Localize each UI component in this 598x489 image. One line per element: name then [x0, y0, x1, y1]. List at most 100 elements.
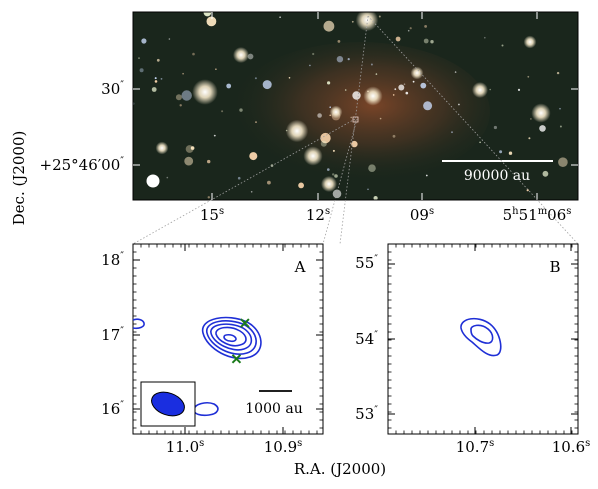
star	[298, 182, 304, 189]
star	[508, 151, 513, 155]
star	[138, 57, 140, 59]
star	[184, 156, 194, 166]
star	[279, 16, 281, 19]
star	[398, 84, 405, 91]
panel-b-y-tick-label: 53″	[355, 405, 378, 423]
star	[558, 157, 568, 167]
star	[203, 12, 212, 17]
star	[378, 15, 381, 18]
top-y-tick-label: +25°46′00″	[40, 156, 125, 174]
top-x-tick-label: 12s	[306, 206, 330, 224]
nebula-glow	[230, 42, 490, 182]
star	[407, 29, 410, 32]
star	[247, 53, 254, 60]
panel-b-y-tick-label: 54″	[355, 330, 378, 348]
panel-a-x-tick-label: 11.0s	[166, 438, 205, 456]
zoom-guides	[132, 15, 579, 245]
star	[493, 125, 497, 130]
bright-star	[303, 146, 323, 166]
panel-b-x-tick-label: 10.7s	[456, 438, 495, 456]
star	[239, 108, 243, 112]
star	[254, 77, 257, 80]
star	[394, 88, 397, 91]
bright-star	[531, 103, 551, 123]
star	[336, 56, 344, 63]
top-y-tick-label: 30″	[101, 80, 124, 98]
top-panel-ticks	[133, 12, 578, 200]
star	[501, 44, 504, 47]
contour-level	[202, 316, 262, 360]
star	[344, 89, 347, 91]
panel-a-label: A	[294, 258, 306, 276]
star	[370, 63, 373, 66]
panel-b-ticks	[388, 244, 578, 434]
star	[351, 20, 354, 23]
star	[458, 103, 460, 106]
star	[409, 27, 412, 30]
star	[329, 106, 332, 108]
panel-a-scalebar-label: 1000 au	[245, 401, 302, 417]
contour-level	[215, 326, 247, 347]
cross-stroke	[231, 354, 242, 364]
contour-level	[210, 323, 253, 351]
star	[373, 196, 378, 200]
bright-star	[523, 35, 537, 49]
star-field	[133, 12, 568, 200]
bright-star	[410, 66, 424, 80]
panel-b-label: B	[549, 258, 560, 276]
star	[412, 80, 415, 83]
star	[559, 107, 561, 110]
star	[484, 36, 486, 39]
star	[559, 125, 562, 128]
star	[206, 16, 217, 27]
panel-b: B 55″ 54″ 53″ 10.7s 10.6s	[355, 243, 591, 456]
star	[352, 91, 361, 100]
bright-star	[329, 105, 343, 119]
star	[320, 140, 327, 147]
panel-b-contours	[460, 317, 502, 357]
star	[249, 152, 258, 161]
star	[207, 196, 210, 199]
star	[168, 38, 171, 40]
star	[395, 36, 401, 42]
star	[368, 164, 376, 172]
star	[530, 118, 532, 120]
star	[320, 132, 331, 144]
bright-star	[363, 86, 383, 106]
star	[392, 94, 395, 96]
star	[527, 75, 530, 78]
panel-a-markers	[231, 318, 250, 364]
star	[192, 52, 195, 56]
star	[347, 58, 350, 61]
bright-star	[233, 47, 249, 63]
star	[539, 125, 546, 132]
top-x-tick-label: 09s	[410, 206, 434, 224]
star	[154, 77, 157, 80]
x-axis-label: R.A. (J2000)	[294, 460, 386, 478]
cross-marker	[240, 318, 250, 328]
bright-star	[472, 82, 488, 98]
star	[556, 71, 560, 75]
star	[454, 71, 457, 73]
star	[141, 38, 147, 44]
star	[262, 80, 272, 90]
star	[392, 134, 396, 138]
panel-a-y-tick-label: 18″	[101, 251, 124, 269]
panel-b-x-tick-label: 10.6s	[552, 438, 591, 456]
star	[207, 159, 211, 164]
beam-ellipse	[151, 391, 185, 417]
bright-star	[155, 141, 169, 155]
star	[350, 116, 353, 119]
cross-stroke	[240, 318, 250, 328]
bright-star	[285, 119, 309, 143]
panel-b-frame	[387, 243, 579, 435]
star	[250, 191, 253, 193]
star	[323, 20, 335, 32]
contour-level	[223, 333, 237, 343]
star	[332, 173, 335, 176]
star	[175, 94, 182, 101]
panel-a-x-tick-label: 10.9s	[264, 438, 303, 456]
panel-a-y-tick-label: 17″	[101, 326, 124, 344]
star	[425, 174, 428, 177]
